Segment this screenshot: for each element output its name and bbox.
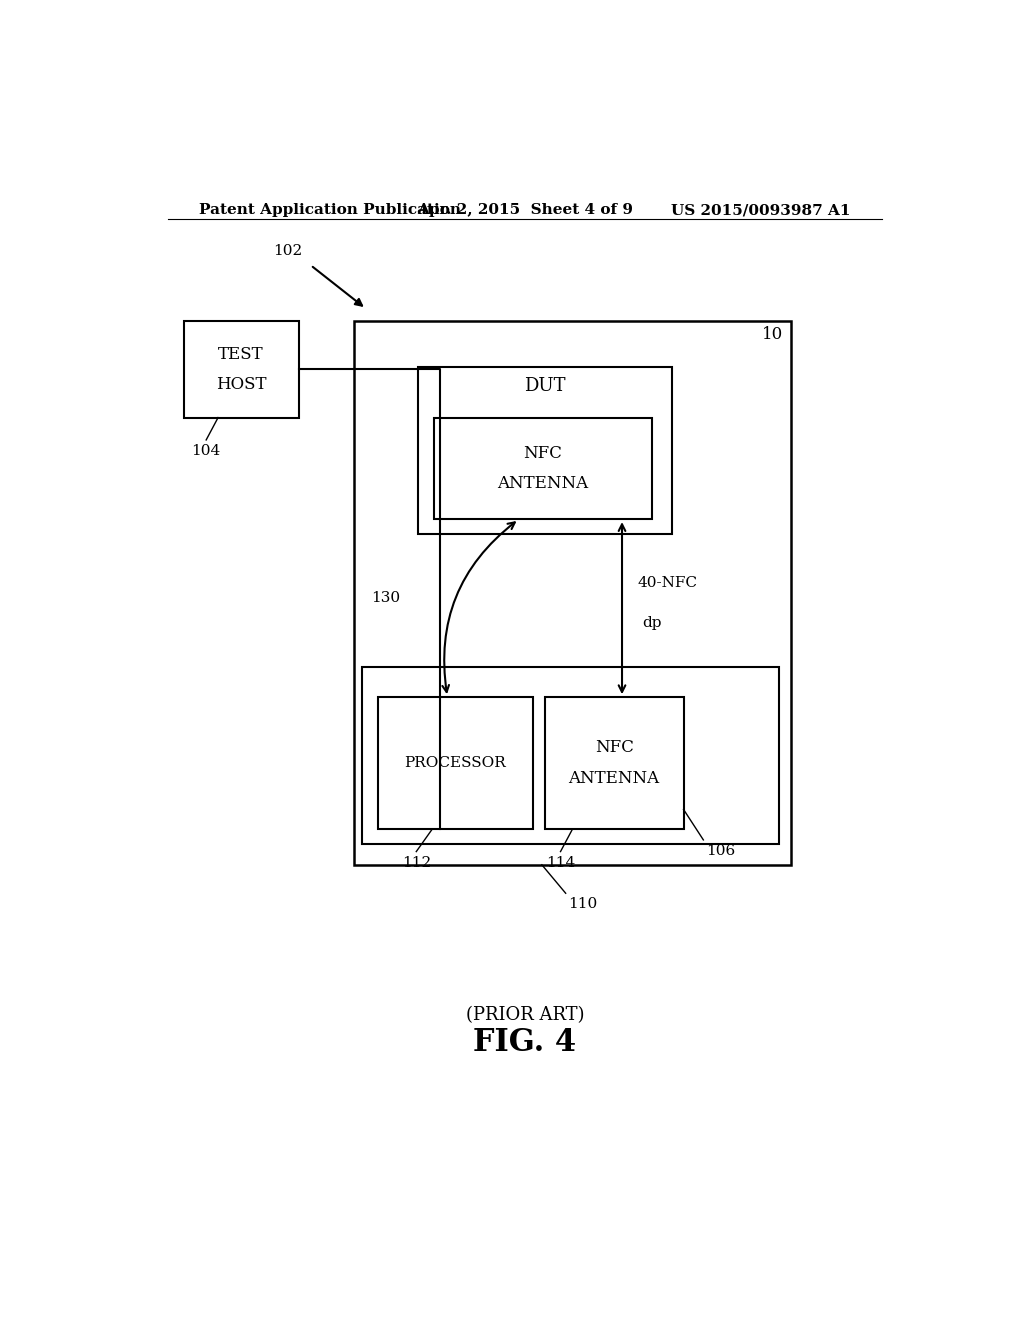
Text: ANTENNA: ANTENNA: [568, 770, 659, 787]
Text: DUT: DUT: [524, 378, 565, 395]
FancyBboxPatch shape: [433, 417, 652, 519]
FancyBboxPatch shape: [418, 367, 672, 535]
Text: 112: 112: [401, 855, 431, 870]
FancyBboxPatch shape: [362, 667, 779, 845]
Text: PROCESSOR: PROCESSOR: [404, 756, 506, 770]
Text: HOST: HOST: [216, 376, 266, 393]
Text: 40-NFC: 40-NFC: [638, 576, 698, 590]
FancyBboxPatch shape: [183, 321, 299, 417]
Text: FIG. 4: FIG. 4: [473, 1027, 577, 1057]
Text: 102: 102: [273, 244, 303, 257]
Text: 114: 114: [546, 855, 575, 870]
FancyArrowPatch shape: [442, 523, 515, 692]
Text: 110: 110: [568, 898, 597, 911]
Text: Apr. 2, 2015  Sheet 4 of 9: Apr. 2, 2015 Sheet 4 of 9: [417, 203, 633, 216]
Text: 104: 104: [191, 444, 221, 458]
Text: (PRIOR ART): (PRIOR ART): [466, 1006, 584, 1024]
FancyBboxPatch shape: [545, 697, 684, 829]
Text: TEST: TEST: [218, 346, 264, 363]
Text: NFC: NFC: [595, 739, 634, 756]
Text: ANTENNA: ANTENNA: [497, 475, 588, 492]
Text: NFC: NFC: [523, 445, 562, 462]
Text: 130: 130: [371, 591, 399, 605]
Text: 106: 106: [706, 843, 735, 858]
Text: 10: 10: [762, 326, 782, 343]
Text: Patent Application Publication: Patent Application Publication: [200, 203, 462, 216]
Text: dp: dp: [642, 616, 662, 631]
FancyBboxPatch shape: [354, 321, 791, 865]
FancyArrowPatch shape: [312, 267, 362, 306]
FancyBboxPatch shape: [378, 697, 532, 829]
Text: US 2015/0093987 A1: US 2015/0093987 A1: [671, 203, 850, 216]
